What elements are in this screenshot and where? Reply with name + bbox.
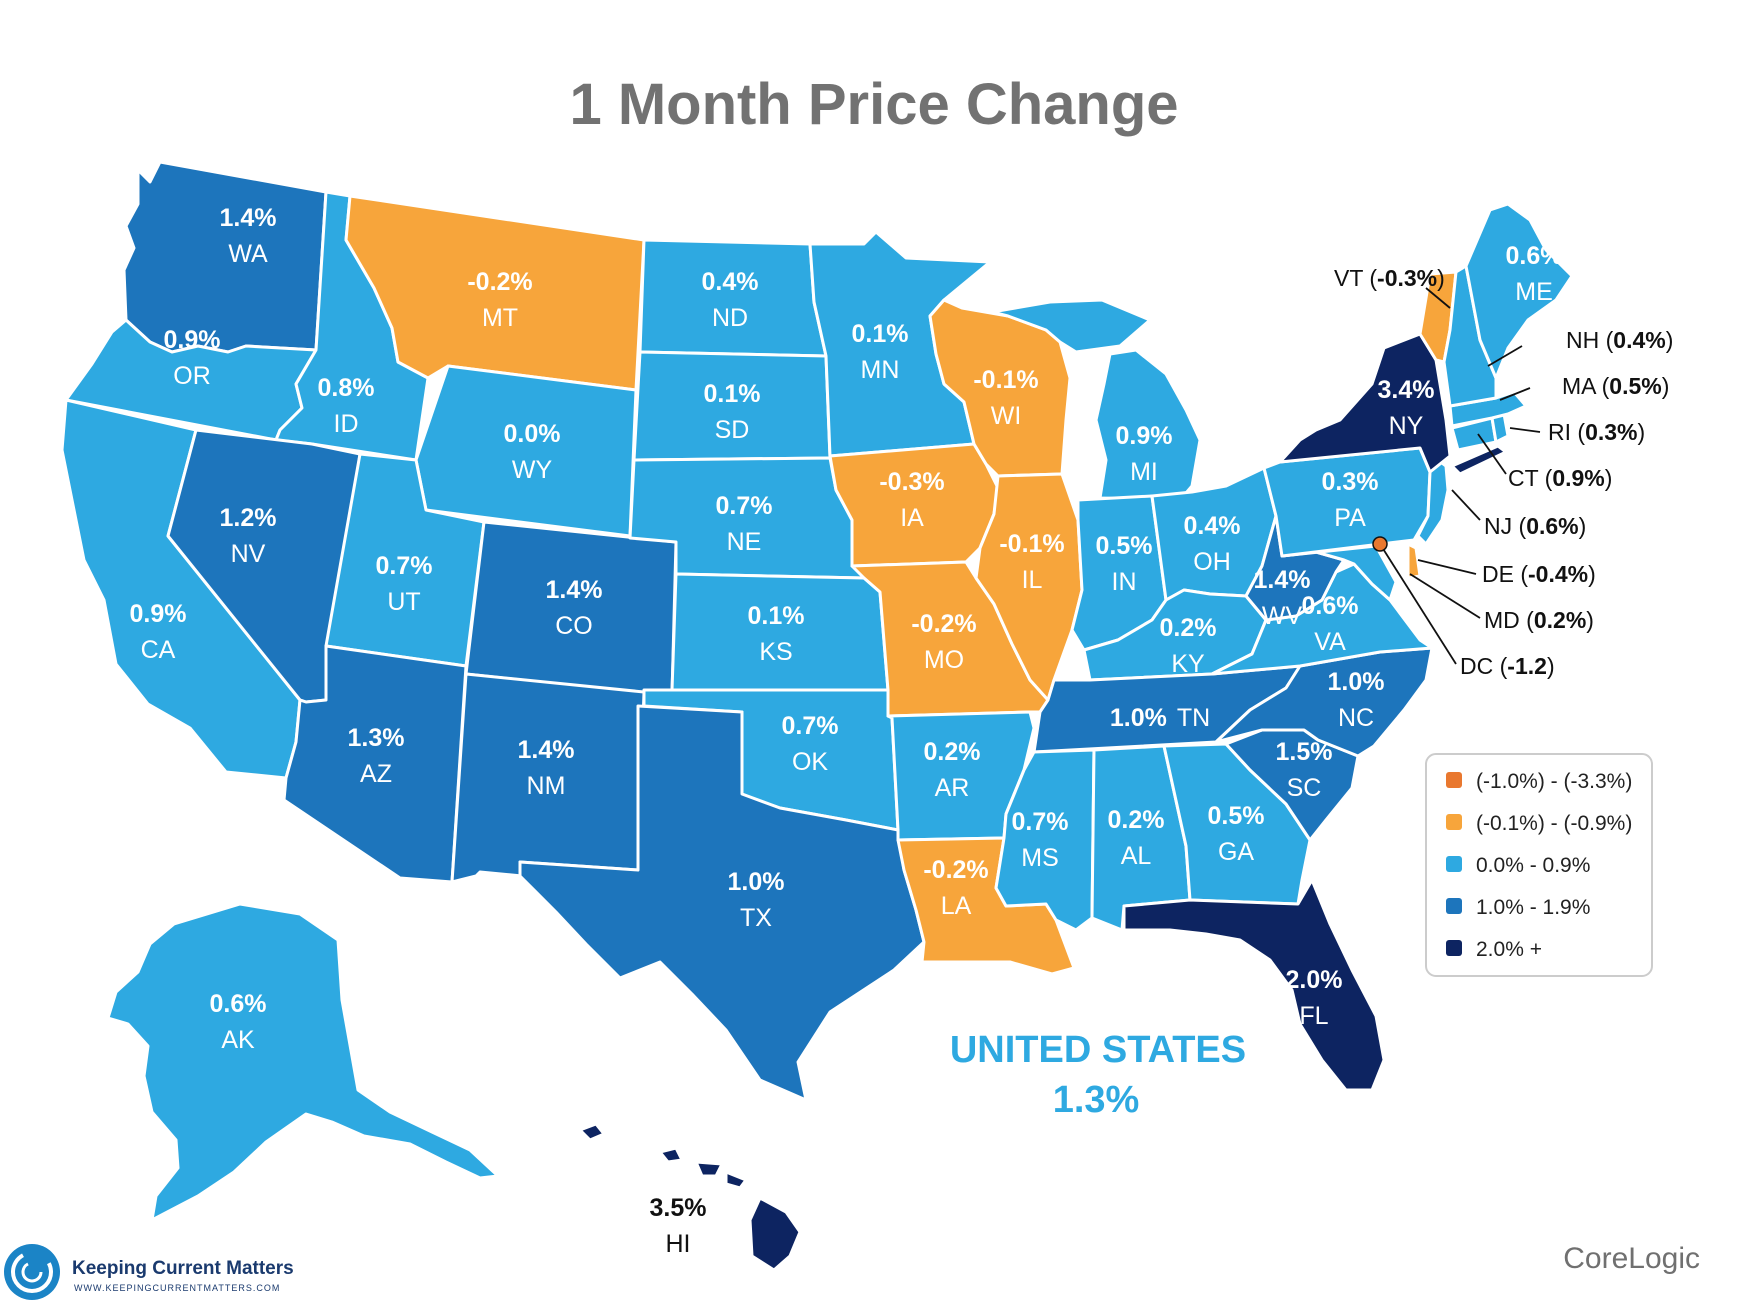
- callout-ct: CT (0.9%): [1508, 465, 1612, 491]
- state-md[interactable]: [1280, 544, 1398, 602]
- kcm-brand-url: WWW.KEEPINGCURRENTMATTERS.COM: [74, 1283, 280, 1293]
- state-label-al: 0.2% AL: [1108, 806, 1165, 870]
- state-label-me: 0.6% ME: [1506, 242, 1563, 306]
- state-label-il: -0.1% IL: [999, 530, 1064, 594]
- state-label-mi: 0.9% MI: [1116, 422, 1173, 486]
- legend: (-1.0%) - (-3.3%) (-0.1%) - (-0.9%) 0.0%…: [1425, 753, 1653, 977]
- legend-label-3: 0.0% - 0.9%: [1476, 854, 1590, 877]
- state-label-ut: 0.7% UT: [376, 552, 433, 616]
- state-label-hi: 3.5% HI: [650, 1194, 707, 1258]
- state-ma[interactable]: [1448, 390, 1528, 428]
- state-label-wv: 1.4% WV: [1254, 566, 1311, 630]
- state-label-oh: 0.4% OH: [1184, 512, 1241, 576]
- callout-md: MD (0.2%): [1484, 607, 1594, 633]
- legend-label-1: (-1.0%) - (-3.3%): [1476, 770, 1632, 793]
- callout-de: DE (-0.4%): [1482, 561, 1596, 587]
- state-tx[interactable]: [518, 704, 926, 1102]
- legend-label-2: (-0.1%) - (-0.9%): [1476, 812, 1632, 835]
- state-me[interactable]: [1464, 202, 1574, 380]
- national-value: 1.3%: [1053, 1079, 1140, 1121]
- callout-dc: DC (-1.2): [1460, 653, 1555, 679]
- legend-swatch-5: [1446, 940, 1462, 956]
- dc-marker: [1372, 536, 1388, 552]
- state-label-wa: 1.4% WA: [220, 204, 277, 268]
- callout-nh: NH (0.4%): [1566, 327, 1673, 353]
- state-label-nd: 0.4% ND: [702, 268, 759, 332]
- state-ak[interactable]: [106, 902, 500, 1222]
- state-shapes: [60, 160, 1574, 1272]
- state-pa[interactable]: [1262, 446, 1432, 558]
- state-mi-upper[interactable]: [990, 298, 1152, 354]
- state-fl[interactable]: [1122, 878, 1386, 1092]
- state-labels: 1.4% WA 0.9% OR 0.9% CA 0.8% ID 1.2% NV -0.2%…: [130, 204, 1563, 1258]
- state-label-tn: 1.0% TN: [1110, 704, 1210, 732]
- state-label-ks: 0.1% KS: [748, 602, 805, 666]
- legend-swatch-1: [1446, 772, 1462, 788]
- state-de[interactable]: [1406, 542, 1422, 580]
- state-label-ca: 0.9% CA: [130, 600, 187, 664]
- state-label-sd: 0.1% SD: [704, 380, 761, 444]
- national-label: UNITED STATES: [950, 1029, 1246, 1071]
- map-title: 1 Month Price Change: [569, 72, 1178, 137]
- legend-label-5: 2.0% +: [1476, 938, 1542, 961]
- state-label-or: 0.9% OR: [164, 326, 221, 390]
- state-nc[interactable]: [1214, 646, 1434, 758]
- state-label-ar: 0.2% AR: [924, 738, 981, 802]
- state-label-mn: 0.1% MN: [852, 320, 909, 384]
- state-nd[interactable]: [638, 238, 828, 358]
- long-island: [1450, 444, 1508, 476]
- state-label-in: 0.5% IN: [1096, 532, 1153, 596]
- legend-swatch-4: [1446, 898, 1462, 914]
- state-ks[interactable]: [670, 572, 890, 692]
- state-label-mt: -0.2% MT: [467, 268, 532, 332]
- callout-ri: RI (0.3%): [1548, 419, 1645, 445]
- state-label-ia: -0.3% IA: [879, 468, 944, 532]
- state-label-fl: 2.0% FL: [1286, 966, 1343, 1030]
- state-label-id: 0.8% ID: [318, 374, 375, 438]
- state-label-ok: 0.7% OK: [782, 712, 839, 776]
- state-label-nv: 1.2% NV: [220, 504, 277, 568]
- state-wi[interactable]: [928, 298, 1072, 478]
- kcm-brand-name: Keeping Current Matters: [72, 1258, 294, 1279]
- state-label-co: 1.4% CO: [546, 576, 603, 640]
- callout-vt: VT (-0.3%): [1334, 265, 1445, 291]
- state-label-ak: 0.6% AK: [210, 990, 267, 1054]
- state-label-nc: 1.0% NC: [1328, 668, 1385, 732]
- state-label-tx: 1.0% TX: [728, 868, 785, 932]
- state-label-ga: 0.5% GA: [1208, 802, 1265, 866]
- state-label-la: -0.2% LA: [923, 856, 988, 920]
- callout-ma: MA (0.5%): [1562, 373, 1669, 399]
- state-wy[interactable]: [414, 364, 638, 538]
- state-co[interactable]: [464, 520, 678, 698]
- callout-nj: NJ (0.6%): [1484, 513, 1586, 539]
- state-label-sc: 1.5% SC: [1276, 738, 1333, 802]
- state-label-az: 1.3% AZ: [348, 724, 405, 788]
- state-label-nm: 1.4% NM: [518, 736, 575, 800]
- northeast-callouts: VT (-0.3%) NH (0.4%) MA (0.5%) RI (0.3%)…: [1334, 265, 1673, 679]
- state-label-ny: 3.4% NY: [1378, 376, 1435, 440]
- legend-label-4: 1.0% - 1.9%: [1476, 896, 1590, 919]
- state-label-va: 0.6% VA: [1302, 592, 1359, 656]
- state-label-ky: 0.2% KY: [1160, 614, 1217, 678]
- state-label-wi: -0.1% WI: [973, 366, 1038, 430]
- kcm-logo: Keeping Current Matters WWW.KEEPINGCURRE…: [4, 1244, 294, 1300]
- state-nj[interactable]: [1416, 452, 1450, 546]
- state-label-mo: -0.2% MO: [911, 610, 976, 674]
- state-wa[interactable]: [122, 160, 328, 354]
- state-label-wy: 0.0% WY: [504, 420, 561, 484]
- source-label: CoreLogic: [1563, 1242, 1700, 1275]
- legend-swatch-3: [1446, 856, 1462, 872]
- state-label-pa: 0.3% PA: [1322, 468, 1379, 532]
- state-label-ms: 0.7% MS: [1012, 808, 1069, 872]
- state-label-ne: 0.7% NE: [716, 492, 773, 556]
- legend-swatch-2: [1446, 814, 1462, 830]
- state-hi[interactable]: [578, 1122, 802, 1272]
- legend-box: [1425, 753, 1653, 977]
